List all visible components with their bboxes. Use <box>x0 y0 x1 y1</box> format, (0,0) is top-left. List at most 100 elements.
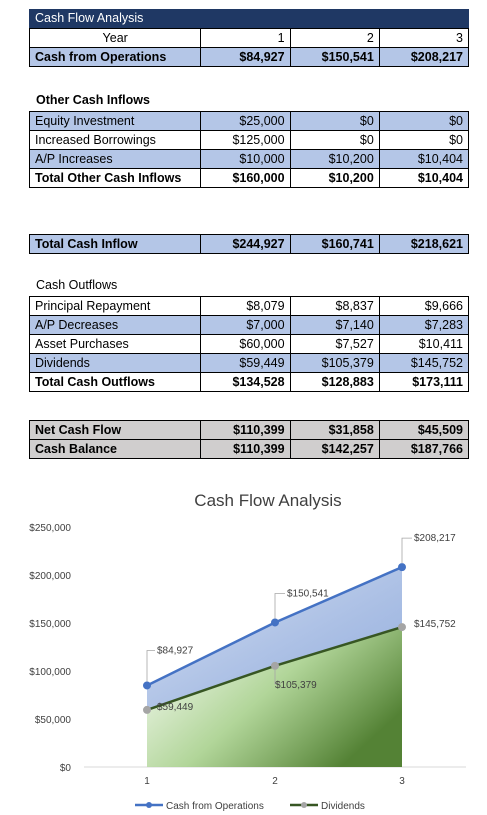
legend-marker <box>146 802 152 808</box>
year-header-row: Year 1 2 3 <box>28 28 470 48</box>
value-cell[interactable]: $134,528 <box>200 372 291 392</box>
value-cell[interactable]: $7,000 <box>200 315 291 335</box>
value-cell[interactable]: $25,000 <box>200 111 291 131</box>
value-cell[interactable]: $7,527 <box>289 334 380 354</box>
value-cell[interactable]: $10,200 <box>289 168 380 188</box>
sheet-title-bar: Cash Flow Analysis <box>29 9 469 28</box>
value-cell[interactable]: $8,079 <box>200 296 291 316</box>
row-label[interactable]: Cash Balance <box>28 439 202 459</box>
value-cell[interactable]: $0 <box>289 111 380 131</box>
value-cell[interactable]: $173,111 <box>378 372 470 392</box>
value-cell[interactable]: $110,399 <box>200 420 291 440</box>
leader-line <box>274 593 285 619</box>
y-tick-label: $200,000 <box>29 571 71 582</box>
value-cell[interactable]: $60,000 <box>200 334 291 354</box>
year-cell[interactable]: 3 <box>378 28 470 48</box>
legend-marker <box>301 802 307 808</box>
table-row: Asset Purchases $60,000 $7,527 $10,411 <box>28 334 470 354</box>
operations-area <box>147 567 402 710</box>
value-cell[interactable]: $45,509 <box>378 420 470 440</box>
value-cell[interactable]: $110,399 <box>200 439 291 459</box>
value-cell[interactable]: $128,883 <box>289 372 380 392</box>
data-label: $59,449 <box>157 702 194 713</box>
data-label: $105,379 <box>275 680 317 691</box>
cash-balance-row: Cash Balance $110,399 $142,257 $187,766 <box>28 439 470 459</box>
value-cell[interactable]: $10,404 <box>378 149 470 169</box>
value-cell[interactable]: $0 <box>289 130 380 150</box>
value-cell[interactable]: $125,000 <box>200 130 291 150</box>
data-label: $145,752 <box>414 619 456 630</box>
value-cell[interactable]: $187,766 <box>378 439 470 459</box>
data-point <box>143 705 151 714</box>
x-tick-label: 1 <box>144 776 150 787</box>
value-cell[interactable]: $7,283 <box>378 315 470 335</box>
y-tick-label: $0 <box>60 763 72 774</box>
value-cell[interactable]: $150,541 <box>289 47 380 67</box>
row-label[interactable]: Net Cash Flow <box>28 420 202 440</box>
other-inflows-heading: Other Cash Inflows <box>36 93 150 107</box>
row-label[interactable]: Total Cash Outflows <box>28 372 202 392</box>
x-tick-label: 3 <box>399 776 405 787</box>
year-label[interactable]: Year <box>28 28 202 48</box>
data-label: $84,927 <box>157 645 194 656</box>
total-inflow-block: Total Cash Inflow $244,927 $160,741 $218… <box>28 234 470 254</box>
summary-block: Net Cash Flow $110,399 $31,858 $45,509 C… <box>28 420 470 459</box>
value-cell[interactable]: $9,666 <box>378 296 470 316</box>
y-tick-label: $150,000 <box>29 619 71 630</box>
data-point <box>398 563 406 572</box>
chart-legend: Cash from Operations Dividends <box>135 801 365 812</box>
value-cell[interactable]: $0 <box>378 130 470 150</box>
total-inflow-row: Total Cash Inflow $244,927 $160,741 $218… <box>28 234 470 254</box>
row-label[interactable]: Increased Borrowings <box>28 130 202 150</box>
operations-row: Cash from Operations $84,927 $150,541 $2… <box>28 47 470 67</box>
value-cell[interactable]: $218,621 <box>378 234 470 254</box>
value-cell[interactable]: $160,741 <box>289 234 380 254</box>
total-row: Total Cash Outflows $134,528 $128,883 $1… <box>28 372 470 392</box>
value-cell[interactable]: $208,217 <box>378 47 470 67</box>
value-cell[interactable]: $59,449 <box>200 353 291 373</box>
data-point <box>271 661 279 670</box>
value-cell[interactable]: $142,257 <box>289 439 380 459</box>
row-label[interactable]: Asset Purchases <box>28 334 202 354</box>
year-cell[interactable]: 1 <box>200 28 291 48</box>
value-cell[interactable]: $160,000 <box>200 168 291 188</box>
value-cell[interactable]: $84,927 <box>200 47 291 67</box>
value-cell[interactable]: $145,752 <box>378 353 470 373</box>
table-row: A/P Decreases $7,000 $7,140 $7,283 <box>28 315 470 335</box>
value-cell[interactable]: $0 <box>378 111 470 131</box>
row-label[interactable]: Equity Investment <box>28 111 202 131</box>
chart-title: Cash Flow Analysis <box>194 491 341 510</box>
legend-label: Cash from Operations <box>166 801 264 812</box>
value-cell[interactable]: $244,927 <box>200 234 291 254</box>
table-row: Equity Investment $25,000 $0 $0 <box>28 111 470 131</box>
value-cell[interactable]: $10,404 <box>378 168 470 188</box>
y-tick-label: $250,000 <box>29 523 71 534</box>
row-label[interactable]: A/P Decreases <box>28 315 202 335</box>
legend-label: Dividends <box>321 801 365 812</box>
year-cell[interactable]: 2 <box>289 28 380 48</box>
sheet-title: Cash Flow Analysis <box>35 11 144 25</box>
y-tick-label: $100,000 <box>29 667 71 678</box>
row-label[interactable]: Cash from Operations <box>28 47 202 67</box>
data-point <box>271 618 279 627</box>
value-cell[interactable]: $10,200 <box>289 149 380 169</box>
cash-flow-chart[interactable]: Cash Flow Analysis $0 $50,000 $100,000 $150… <box>0 478 487 815</box>
data-label: $208,217 <box>414 533 456 544</box>
value-cell[interactable]: $10,000 <box>200 149 291 169</box>
row-label[interactable]: Dividends <box>28 353 202 373</box>
leader-line <box>401 537 412 564</box>
value-cell[interactable]: $31,858 <box>289 420 380 440</box>
x-tick-label: 2 <box>272 776 278 787</box>
value-cell[interactable]: $105,379 <box>289 353 380 373</box>
row-label[interactable]: A/P Increases <box>28 149 202 169</box>
row-label[interactable]: Total Cash Inflow <box>28 234 202 254</box>
plot-area: $0 $50,000 $100,000 $150,000 $200,000 $250,00… <box>29 523 466 787</box>
row-label[interactable]: Total Other Cash Inflows <box>28 168 202 188</box>
data-point <box>143 681 151 690</box>
row-label[interactable]: Principal Repayment <box>28 296 202 316</box>
value-cell[interactable]: $8,837 <box>289 296 380 316</box>
data-label: $150,541 <box>287 588 329 599</box>
value-cell[interactable]: $10,411 <box>378 334 470 354</box>
value-cell[interactable]: $7,140 <box>289 315 380 335</box>
outflows-block: Principal Repayment $8,079 $8,837 $9,666… <box>28 296 470 392</box>
